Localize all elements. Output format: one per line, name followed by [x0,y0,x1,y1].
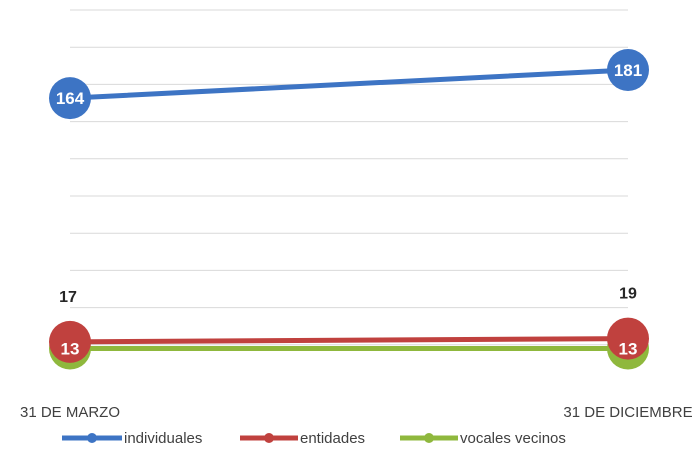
marker-individuales-0 [49,77,91,120]
legend-item-entidades: entidades [240,430,365,447]
legend-swatch-dot [87,433,97,443]
marker-entidades-0 [49,320,91,363]
legend-label-vocales-vecinos: vocales vecinos [460,430,566,447]
x-axis-ticks: 31 DE MARZO 31 DE DICIEMBRE [20,404,693,421]
legend-swatch-dot [264,433,274,443]
data-label-individuales-1: 181 [614,61,642,80]
x-tick-label-0: 31 DE MARZO [20,404,120,421]
gridlines [70,9,628,346]
series-line-individuales [67,67,631,101]
series-lines [67,67,631,352]
legend-label-entidades: entidades [300,430,365,447]
marker-entidades-1 [607,317,649,360]
marker-individuales-1 [607,48,649,91]
series-line-entidades [67,336,631,345]
legend-item-vocales-vecinos: vocales vecinos [400,430,566,447]
legend-label-individuales: individuales [124,430,202,447]
legend-swatch-dot [424,433,434,443]
legend: individuales entidades vocales vecinos [62,430,566,447]
data-label-vocales-vecinos-0: 13 [61,340,80,359]
data-label-entidades-1: 19 [619,286,637,303]
x-tick-label-1: 31 DE DICIEMBRE [563,404,692,421]
data-label-individuales-0: 164 [56,89,85,108]
legend-item-individuales: individuales [62,430,202,447]
data-label-vocales-vecinos-1: 13 [619,340,638,359]
series-markers: 13 13 17 19 164 181 [49,48,649,370]
data-label-entidades-0: 17 [59,289,77,306]
